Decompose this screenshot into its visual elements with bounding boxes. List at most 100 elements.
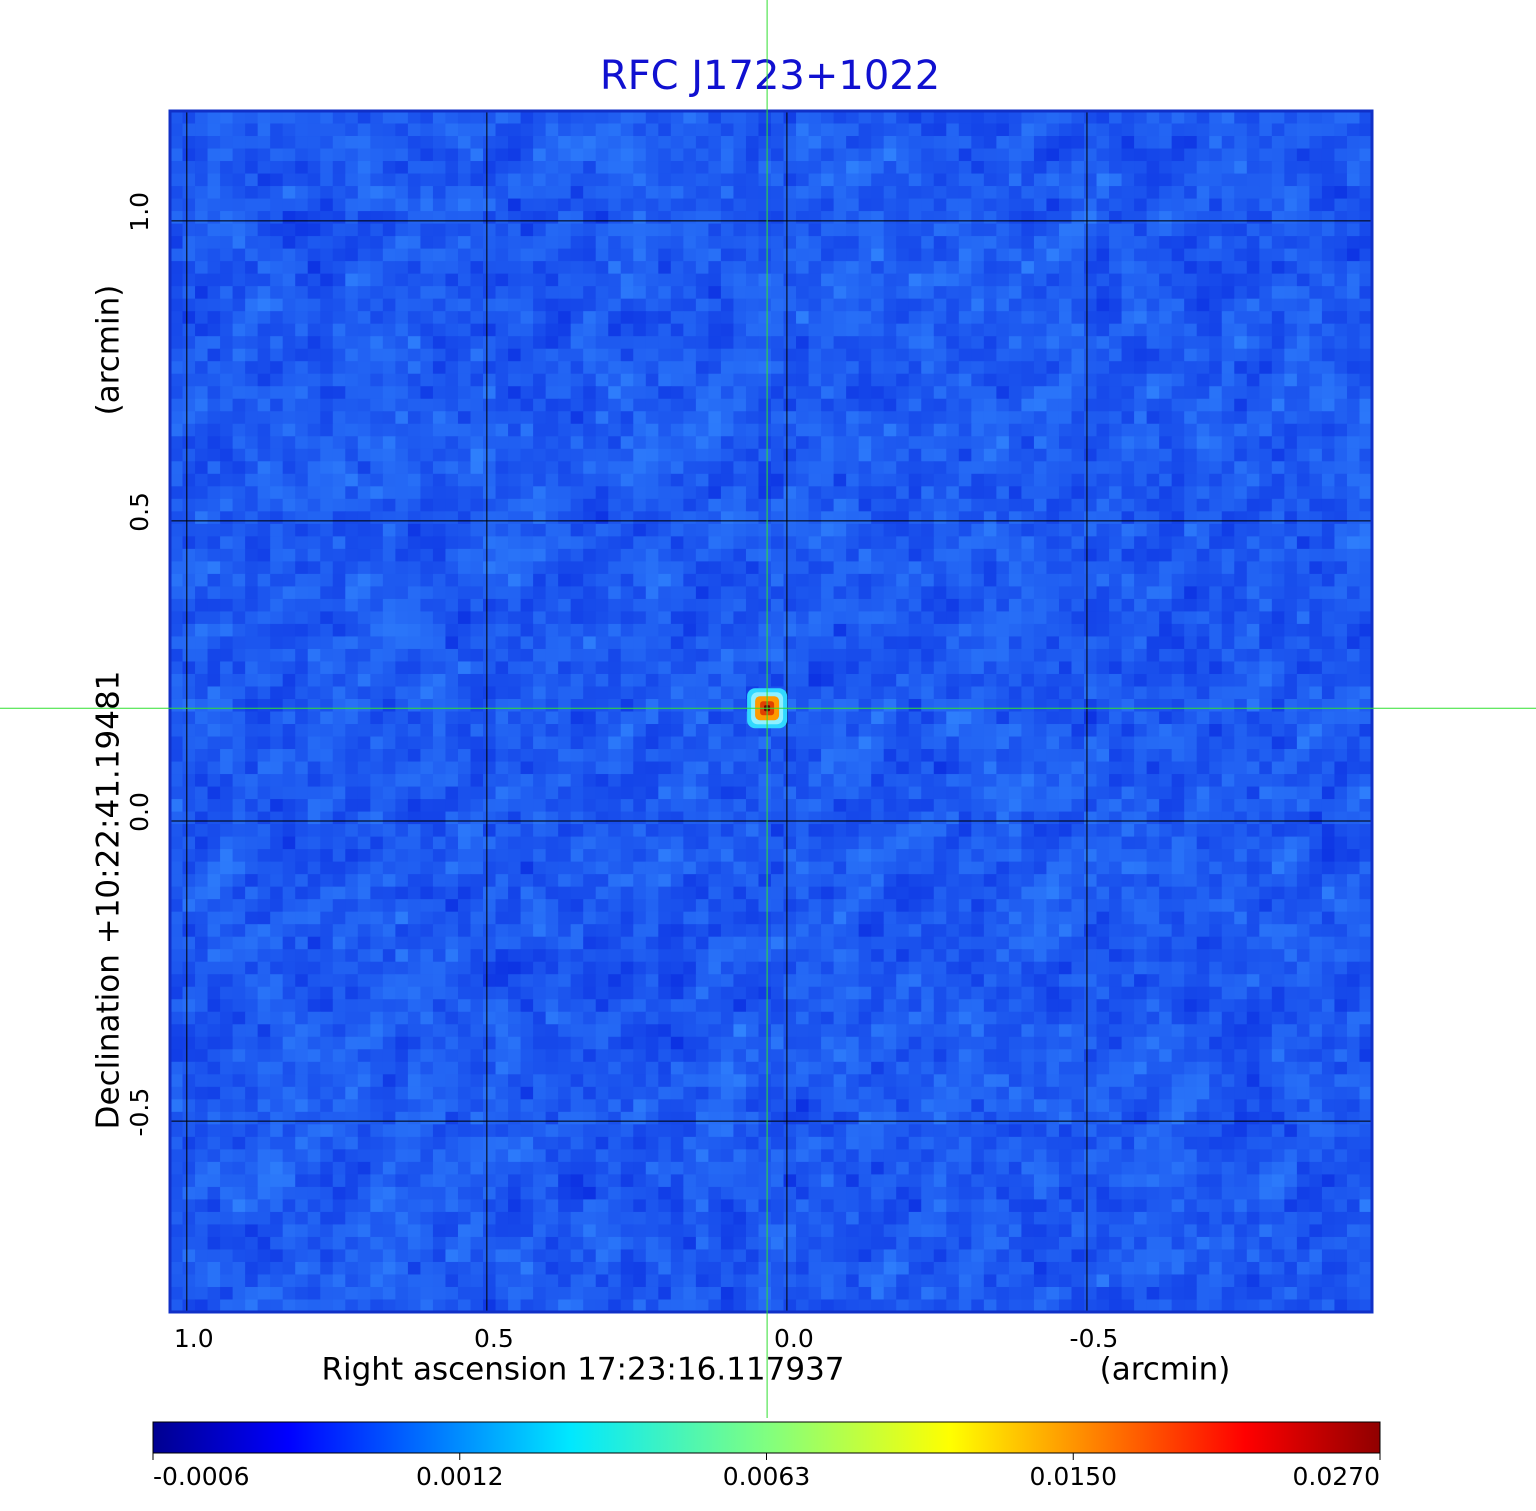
pixel xyxy=(1033,411,1048,425)
pixel xyxy=(733,323,747,337)
pixel xyxy=(1259,223,1273,237)
pixel xyxy=(595,186,609,200)
pixel xyxy=(1271,436,1285,450)
pixel xyxy=(1058,498,1073,512)
pixel xyxy=(1196,686,1210,700)
pixel xyxy=(733,523,747,537)
pixel xyxy=(533,286,547,300)
pixel xyxy=(520,348,534,362)
pixel xyxy=(846,498,860,512)
pixel xyxy=(733,336,747,350)
pixel xyxy=(733,273,747,287)
pixel xyxy=(583,211,597,225)
pixel xyxy=(445,724,459,738)
pixel xyxy=(220,186,234,200)
pixel xyxy=(821,423,835,437)
pixel xyxy=(958,473,972,487)
pixel xyxy=(282,686,296,700)
pixel xyxy=(220,498,234,512)
pixel xyxy=(257,123,271,137)
pixel xyxy=(307,273,321,287)
pixel xyxy=(858,173,872,187)
pixel xyxy=(445,698,459,713)
pixel xyxy=(207,136,221,150)
pixel xyxy=(971,398,985,412)
pixel xyxy=(457,173,472,187)
pixel xyxy=(896,223,910,237)
pixel xyxy=(971,473,985,487)
pixel xyxy=(370,586,384,600)
pixel xyxy=(270,348,284,362)
pixel xyxy=(858,423,872,437)
pixel xyxy=(1084,223,1098,237)
pixel xyxy=(282,498,296,512)
pixel xyxy=(370,661,384,675)
pixel xyxy=(908,611,922,625)
pixel xyxy=(670,648,684,663)
pixel xyxy=(545,361,559,375)
pixel xyxy=(733,661,747,675)
pixel xyxy=(270,611,284,625)
pixel xyxy=(1296,361,1310,375)
pixel xyxy=(971,523,985,537)
pixel xyxy=(1284,698,1298,713)
pixel xyxy=(933,248,947,262)
pixel xyxy=(257,611,271,625)
pixel xyxy=(558,123,572,137)
pixel xyxy=(207,536,221,550)
pixel xyxy=(808,398,822,412)
pixel xyxy=(670,736,684,750)
pixel xyxy=(320,411,334,425)
pixel xyxy=(1246,598,1260,613)
pixel xyxy=(921,473,935,487)
pixel xyxy=(958,711,972,725)
pixel xyxy=(232,536,246,550)
pixel xyxy=(1146,123,1160,137)
pixel xyxy=(1246,411,1260,425)
pixel xyxy=(558,236,572,250)
pixel xyxy=(1109,486,1123,500)
pixel xyxy=(933,511,947,525)
pixel xyxy=(958,148,972,162)
pixel xyxy=(295,436,309,450)
pixel xyxy=(345,336,359,350)
pixel xyxy=(207,248,221,262)
pixel xyxy=(270,361,284,375)
pixel xyxy=(332,248,346,262)
pixel xyxy=(270,561,284,575)
pixel xyxy=(1134,736,1148,750)
pixel xyxy=(645,186,659,200)
pixel xyxy=(520,561,534,575)
pixel xyxy=(407,211,422,225)
pixel xyxy=(708,749,722,763)
pixel xyxy=(420,398,434,412)
pixel xyxy=(1296,711,1310,725)
pixel xyxy=(583,398,597,412)
pixel xyxy=(508,236,522,250)
pixel xyxy=(1259,636,1273,650)
pixel xyxy=(583,173,597,187)
pixel xyxy=(407,698,422,713)
pixel xyxy=(1109,423,1123,437)
pixel xyxy=(483,286,497,300)
pixel xyxy=(1284,198,1298,212)
pixel xyxy=(1096,548,1110,562)
pixel xyxy=(1084,298,1098,312)
pixel xyxy=(583,736,597,750)
pixel xyxy=(745,436,760,450)
pixel xyxy=(846,636,860,650)
pixel xyxy=(720,248,735,262)
pixel xyxy=(495,673,509,688)
pixel xyxy=(821,536,835,550)
pixel xyxy=(783,749,797,763)
pixel xyxy=(182,749,196,763)
pixel xyxy=(958,361,972,375)
pixel xyxy=(270,161,284,175)
pixel xyxy=(583,724,597,738)
pixel xyxy=(495,461,509,475)
pixel xyxy=(508,111,522,125)
pixel xyxy=(1334,161,1348,175)
pixel xyxy=(483,461,497,475)
pixel xyxy=(257,661,271,675)
pixel xyxy=(996,223,1010,237)
